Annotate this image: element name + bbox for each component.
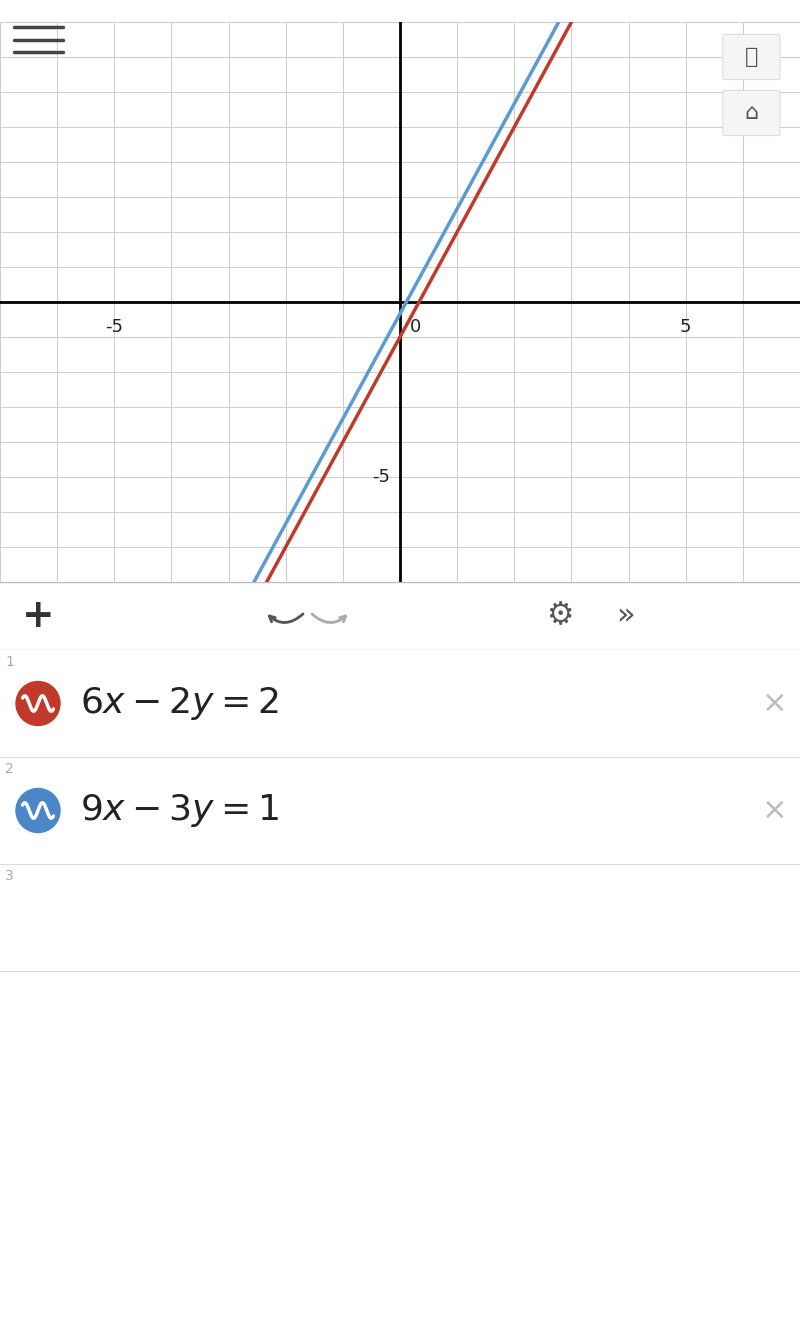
Circle shape: [16, 789, 60, 832]
Text: +: +: [22, 597, 54, 634]
Text: ⚙: ⚙: [546, 602, 574, 630]
Text: 2: 2: [5, 762, 14, 775]
FancyBboxPatch shape: [723, 90, 780, 136]
Text: »: »: [616, 602, 634, 630]
Circle shape: [16, 681, 60, 726]
Text: 5: 5: [680, 317, 691, 336]
Text: 0: 0: [410, 317, 422, 336]
FancyBboxPatch shape: [723, 34, 780, 79]
Text: 3: 3: [5, 870, 14, 883]
Text: ×: ×: [762, 796, 788, 825]
Text: ⌂: ⌂: [744, 103, 758, 124]
Text: ×: ×: [762, 689, 788, 718]
Text: $6x-2y=2$: $6x-2y=2$: [80, 685, 278, 722]
Text: 🔧: 🔧: [745, 47, 758, 67]
Text: -5: -5: [372, 468, 390, 487]
Text: -5: -5: [106, 317, 123, 336]
Text: 1: 1: [5, 655, 14, 669]
Text: $9x-3y=1$: $9x-3y=1$: [80, 792, 279, 829]
